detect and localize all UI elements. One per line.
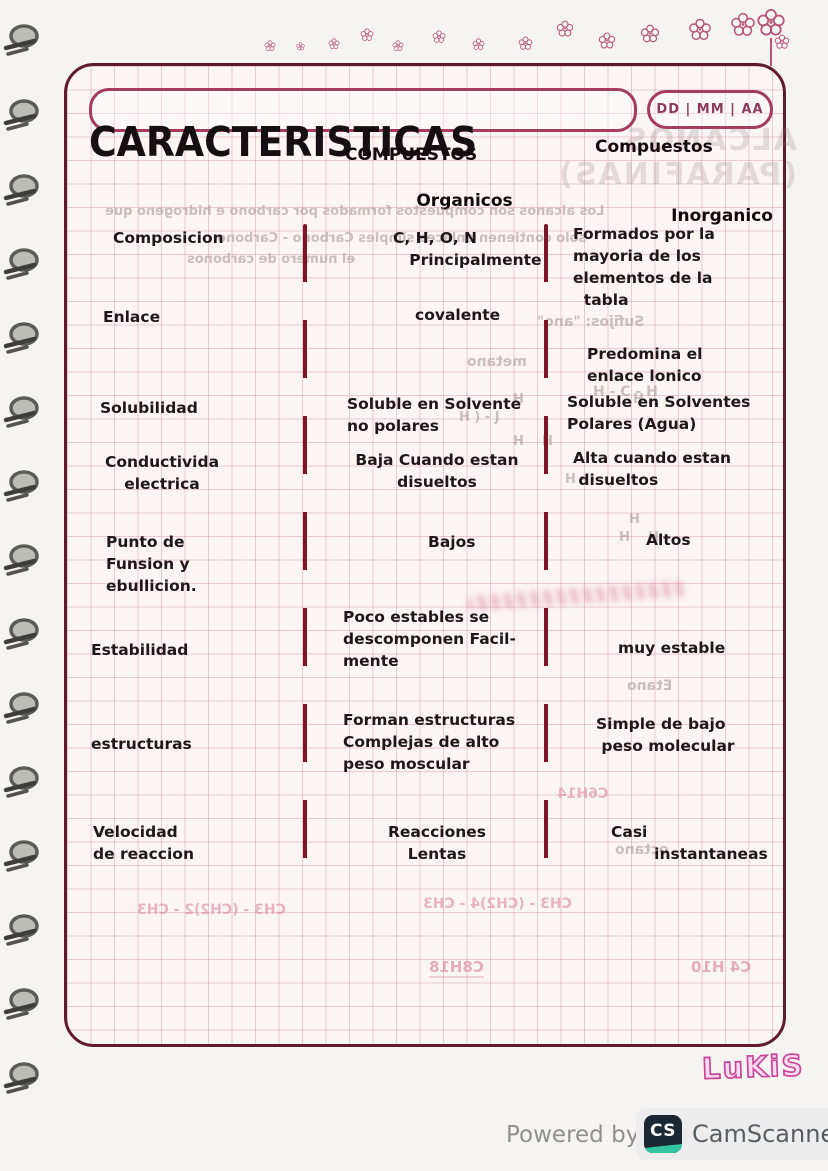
row-label: Conductivida electrica [104, 453, 220, 493]
camscanner-icon-teal-accent [644, 1144, 682, 1153]
camscanner-badge: CS CamScanner [636, 1108, 828, 1160]
column-header-inorganic-line2: Inorganico [671, 206, 773, 226]
bleed-formula: CH3 - (CH2)2 - CH3 [137, 902, 286, 918]
cell-inorganic: Formados por la mayoria de los elementos… [573, 225, 715, 309]
spiral-coil [0, 97, 46, 137]
column-header-organic: COMPUESTOS Organicos [345, 144, 513, 213]
bleed-formula: C8H18 [429, 958, 484, 978]
flower-doodle-icon [556, 20, 574, 37]
flower-doodle-icon [432, 30, 446, 43]
camscanner-brand-label: CamScanner [692, 1120, 828, 1148]
cell-organic: Bajos [428, 533, 476, 551]
spiral-coil [0, 838, 46, 878]
cell-organic: Soluble en Solvente no polares [347, 395, 522, 435]
cell-organic: C, H, O, N Principalmente [393, 229, 542, 269]
row-label: Composicion [113, 229, 224, 247]
flower-doodle-icon [731, 12, 755, 36]
bleed-formula: H - C - H [593, 384, 658, 400]
bleed-formula: C6H14 [557, 786, 609, 802]
column-header-inorganic-line1: Compuestos [595, 137, 713, 157]
flower-doodle-icon [472, 38, 485, 50]
spiral-coil [0, 986, 46, 1026]
cell-inorganic: Soluble en Solventes Polares (Agua) [567, 393, 751, 433]
cell-organic: Forman estructuras Complejas de alto pes… [343, 711, 516, 773]
cell-inorganic: Simple de bajo peso molecular [596, 715, 735, 755]
spiral-coil [0, 22, 46, 62]
bleed-mark: H - [565, 472, 586, 487]
cell-inorganic: muy estable [618, 639, 726, 657]
flower-doodle-icon [328, 38, 340, 50]
spiral-coil [0, 246, 46, 286]
cell-inorganic: Predomina el enlace lonico [587, 345, 703, 385]
spiral-coil [0, 394, 46, 434]
flower-doodle-icon [264, 40, 276, 52]
bleed-line: el numero de carbonos [187, 252, 356, 267]
row-label: Enlace [103, 308, 161, 326]
row-label: Velocidad de reaccion [93, 823, 194, 863]
flower-doodle-icon [296, 42, 305, 51]
cell-inorganic: Alta cuando estan disueltos [573, 449, 732, 489]
page-title: CARACTERISTICAS [89, 118, 478, 166]
cell-inorganic: Altos [646, 531, 691, 549]
spiral-coil [0, 1060, 46, 1100]
cell-organic: covalente [415, 306, 501, 324]
flower-doodle-icon [598, 32, 616, 49]
row-label: Punto de Funsion y ebullicion. [106, 533, 197, 595]
notebook-page: DD | MM | AA ALCANOS (PARAFINAS) CARACTE… [64, 63, 797, 1047]
flower-doodle-icon [689, 18, 711, 40]
camscanner-icon: CS [644, 1115, 682, 1153]
column-header-organic-line2: Organicos [416, 191, 513, 211]
spiral-coil [0, 468, 46, 508]
row-label: Estabilidad [91, 641, 189, 659]
cell-organic: Reacciones Lentas [387, 823, 487, 863]
bleed-mark: H [633, 392, 644, 407]
row-label: Solubilidad [100, 399, 198, 417]
flower-doodle-icon [640, 24, 660, 43]
column-divider-left [303, 224, 307, 869]
flower-doodle-icon [774, 34, 790, 49]
cell-organic: Poco estables se descomponen Facil- ment… [343, 608, 516, 670]
spiral-coil [0, 912, 46, 952]
spiral-coil [0, 690, 46, 730]
cell-inorganic: Casi instantaneas [611, 823, 768, 863]
bleed-formula: C4 H10 [691, 958, 752, 976]
spiral-coil [0, 172, 46, 212]
spiral-coil [0, 764, 46, 804]
flower-doodle-icon [518, 36, 533, 50]
column-header-inorganic: Compuestos Inorganico [595, 136, 773, 228]
bleed-mark: H [513, 392, 524, 407]
bleed-mark: H H [619, 530, 659, 545]
flower-doodle-icon [392, 40, 404, 52]
column-divider-right [544, 224, 548, 874]
bleed-line: metano [467, 354, 527, 370]
bleed-mark: H [629, 512, 640, 527]
camscanner-icon-label: CS [649, 1121, 677, 1141]
powered-by-label: Powered by [506, 1122, 640, 1148]
cell-organic: Baja Cuando estan disueltos [355, 451, 519, 491]
flower-stem [770, 38, 772, 66]
spiral-coil [0, 320, 46, 360]
bleed-line: Sufijos: "ano" [537, 314, 645, 330]
flower-doodle-icon [360, 28, 374, 41]
bleed-line: Etano [627, 678, 673, 694]
title-line-field [89, 88, 637, 132]
column-header-organic-line1: COMPUESTOS [345, 145, 478, 165]
lukis-signature: LuKiS [701, 1047, 806, 1086]
spiral-coil [0, 616, 46, 656]
bleed-formula: CH3 - (CH2)4 - CH3 [423, 896, 572, 912]
row-label: estructuras [91, 735, 192, 753]
spiral-coil [0, 542, 46, 582]
date-field: DD | MM | AA [647, 90, 773, 129]
bleed-line: Los alcanos son compuestos formados por … [105, 204, 605, 219]
bleed-mark: H ) - J [459, 410, 500, 425]
